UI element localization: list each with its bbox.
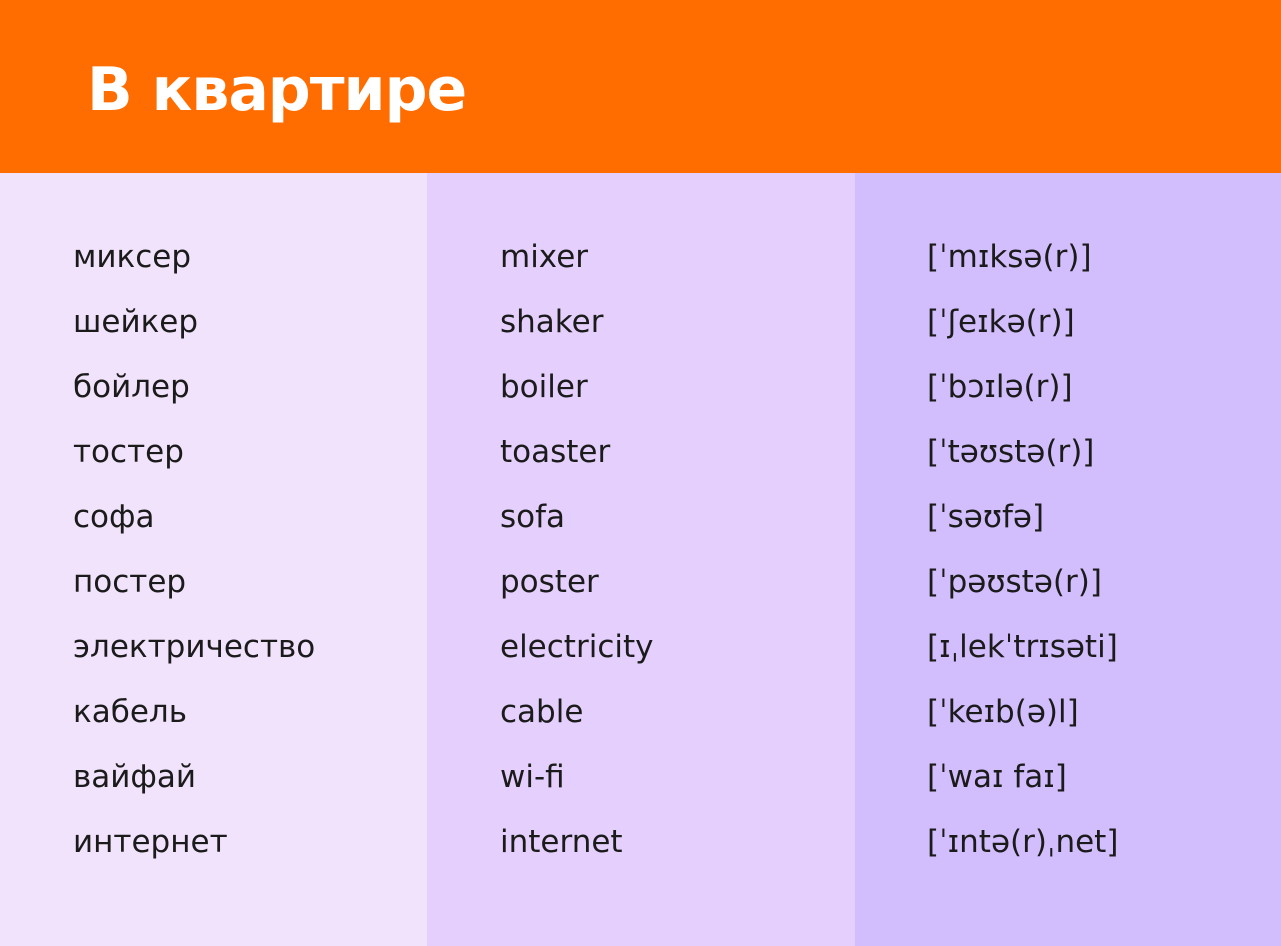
transcription: [ˈɪntə(r)ˌnet] <box>927 824 1119 860</box>
russian-word: кабель <box>73 694 187 730</box>
english-word: cable <box>500 694 584 730</box>
english-word: sofa <box>500 499 566 535</box>
english-word: wi-fi <box>500 759 565 795</box>
russian-word: миксер <box>73 239 192 275</box>
russian-word: интернет <box>73 824 228 860</box>
russian-word: тостер <box>73 434 184 470</box>
russian-word: софа <box>73 499 155 535</box>
transcription: [ˈsəʊfə] <box>927 499 1045 535</box>
transcription: [ˈkeɪb(ə)l] <box>927 694 1079 730</box>
transcription: [ɪˌlekˈtrɪsəti] <box>927 629 1118 665</box>
page-title: В квартире <box>87 55 467 125</box>
english-word: toaster <box>500 434 611 470</box>
english-word: poster <box>500 564 599 600</box>
russian-word: шейкер <box>73 304 199 340</box>
transcription: [ˈpəʊstə(r)] <box>927 564 1102 600</box>
russian-word-list: миксер шейкер бойлер тостер софа постер … <box>73 225 315 875</box>
transcription: [ˈwaɪ faɪ] <box>927 759 1067 795</box>
transcription: [ˈtəʊstə(r)] <box>927 434 1095 470</box>
russian-word: электричество <box>73 629 316 665</box>
transcription-column: [ˈmɪksə(r)] [ˈʃeɪkə(r)] [ˈbɔɪlə(r)] [ˈtə… <box>855 173 1281 946</box>
russian-word: постер <box>73 564 187 600</box>
english-word: boiler <box>500 369 588 405</box>
russian-column: миксер шейкер бойлер тостер софа постер … <box>0 173 427 946</box>
english-word: internet <box>500 824 623 860</box>
transcription: [ˈbɔɪlə(r)] <box>927 369 1073 405</box>
russian-word: вайфай <box>73 759 197 795</box>
russian-word: бойлер <box>73 369 190 405</box>
english-word: shaker <box>500 304 604 340</box>
transcription: [ˈmɪksə(r)] <box>927 239 1092 275</box>
transcription: [ˈʃeɪkə(r)] <box>927 304 1075 340</box>
english-word: mixer <box>500 239 589 275</box>
header-banner: В квартире <box>0 0 1281 173</box>
transcription-list: [ˈmɪksə(r)] [ˈʃeɪkə(r)] [ˈbɔɪlə(r)] [ˈtə… <box>927 225 1118 875</box>
english-word: electricity <box>500 629 654 665</box>
english-word-list: mixer shaker boiler toaster sofa poster … <box>500 225 653 875</box>
english-column: mixer shaker boiler toaster sofa poster … <box>427 173 855 946</box>
